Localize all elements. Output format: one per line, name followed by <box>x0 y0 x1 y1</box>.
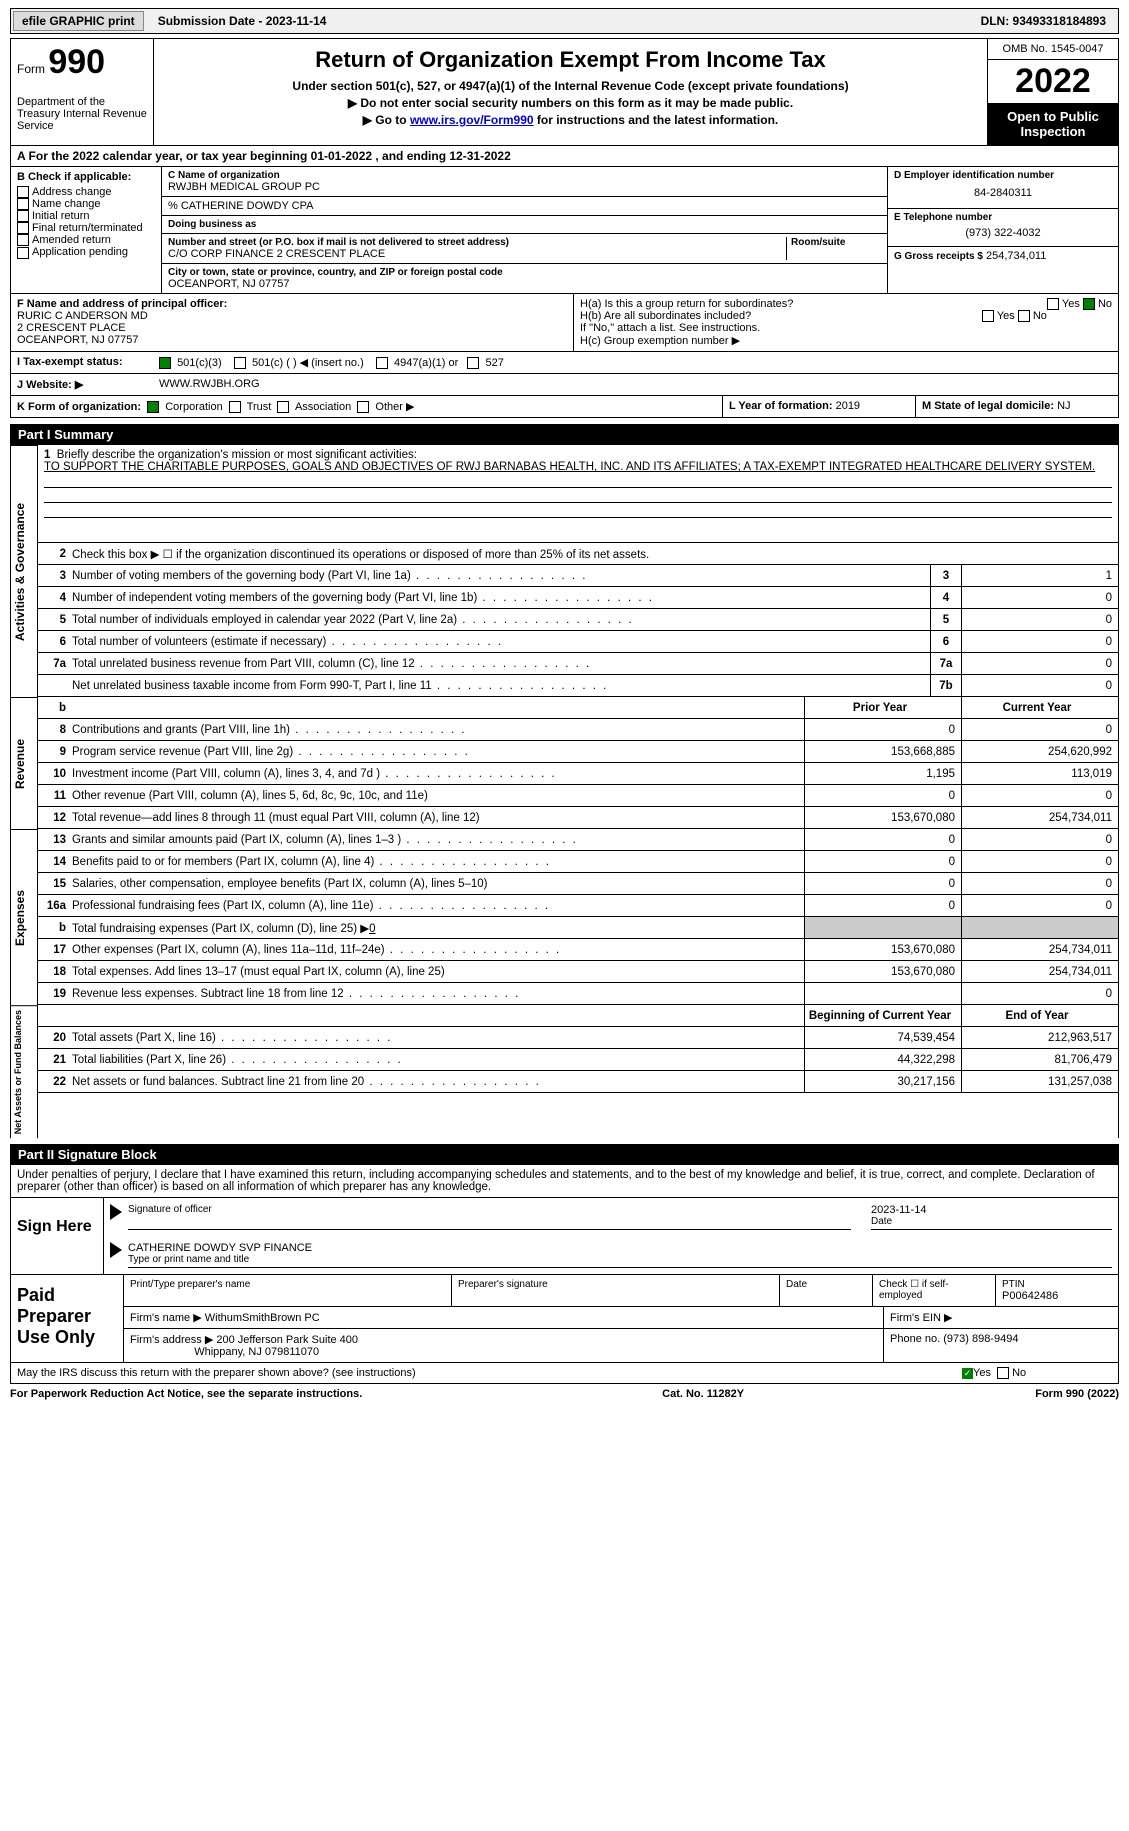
org-name: RWJBH MEDICAL GROUP PC <box>168 181 881 193</box>
signer-name: CATHERINE DOWDY SVP FINANCE <box>128 1242 312 1254</box>
firm-phone: (973) 898-9494 <box>943 1333 1018 1345</box>
state-domicile: NJ <box>1057 400 1070 412</box>
street-address: C/O CORP FINANCE 2 CRESCENT PLACE <box>168 248 786 260</box>
form-title: Return of Organization Exempt From Incom… <box>164 47 977 73</box>
val-7b: 0 <box>961 675 1118 696</box>
firm-addr: 200 Jefferson Park Suite 400 <box>216 1334 358 1346</box>
paid-preparer: Paid Preparer Use Only Print/Type prepar… <box>10 1275 1119 1363</box>
section-c: C Name of organization RWJBH MEDICAL GRO… <box>161 167 887 294</box>
val-3: 1 <box>961 565 1118 586</box>
officer-name: RURIC C ANDERSON MD <box>17 310 567 322</box>
phone: (973) 322-4032 <box>894 223 1112 243</box>
firm-name: WithumSmithBrown PC <box>205 1312 320 1324</box>
side-expenses: Expenses <box>10 829 38 1005</box>
section-j: J Website: ▶ WWW.RWJBH.ORG <box>10 374 1119 396</box>
efile-print-button[interactable]: efile GRAPHIC print <box>13 11 144 31</box>
part-1-header: Part I Summary <box>10 424 1119 445</box>
page-footer: For Paperwork Reduction Act Notice, see … <box>10 1384 1119 1404</box>
section-k-l-m: K Form of organization: Corporation Trus… <box>10 396 1119 418</box>
section-h: H(a) Is this a group return for subordin… <box>574 294 1118 351</box>
mission-text: TO SUPPORT THE CHARITABLE PURPOSES, GOAL… <box>44 461 1095 473</box>
arrow-icon <box>110 1242 122 1258</box>
calendar-year-row: A For the 2022 calendar year, or tax yea… <box>10 146 1119 167</box>
omb-number: OMB No. 1545-0047 <box>988 39 1118 60</box>
section-b: B Check if applicable: Address change Na… <box>11 167 161 294</box>
ein: 84-2840311 <box>894 181 1112 205</box>
discuss-row: May the IRS discuss this return with the… <box>10 1363 1119 1384</box>
city-state-zip: OCEANPORT, NJ 07757 <box>168 278 881 290</box>
irs-link[interactable]: www.irs.gov/Form990 <box>410 113 534 127</box>
arrow-icon <box>110 1204 122 1220</box>
ptin: P00642486 <box>1002 1290 1058 1302</box>
side-revenue: Revenue <box>10 697 38 829</box>
dept-label: Department of the Treasury Internal Reve… <box>17 96 147 132</box>
signature-declaration: Under penalties of perjury, I declare th… <box>10 1165 1119 1198</box>
side-netassets: Net Assets or Fund Balances <box>10 1005 38 1138</box>
gross-receipts: 254,734,011 <box>986 250 1046 262</box>
year-formation: 2019 <box>836 400 860 412</box>
tax-year: 2022 <box>988 60 1118 103</box>
website: WWW.RWJBH.ORG <box>153 374 1118 395</box>
form-number: 990 <box>48 43 105 81</box>
top-toolbar: efile GRAPHIC print Submission Date - 20… <box>10 8 1119 34</box>
subtitle-2: ▶ Do not enter social security numbers o… <box>164 96 977 110</box>
part-2-header: Part II Signature Block <box>10 1144 1119 1165</box>
side-activities: Activities & Governance <box>10 445 38 697</box>
val-4: 0 <box>961 587 1118 608</box>
subtitle-3: ▶ Go to www.irs.gov/Form990 for instruct… <box>164 113 977 127</box>
dln: DLN: 93493318184893 <box>969 12 1118 30</box>
subtitle-1: Under section 501(c), 527, or 4947(a)(1)… <box>164 79 977 93</box>
form-word: Form <box>17 62 45 76</box>
section-d-e-g: D Employer identification number 84-2840… <box>887 167 1118 294</box>
mission-block: 1 Briefly describe the organization's mi… <box>38 445 1118 543</box>
form-header: Form 990 Department of the Treasury Inte… <box>10 38 1119 146</box>
submission-date: Submission Date - 2023-11-14 <box>146 12 339 30</box>
care-of: % CATHERINE DOWDY CPA <box>168 200 881 212</box>
section-i: I Tax-exempt status: 501(c)(3) 501(c) ( … <box>10 352 1119 374</box>
val-6: 0 <box>961 631 1118 652</box>
sign-here: Sign Here Signature of officer 2023-11-1… <box>10 1198 1119 1275</box>
val-7a: 0 <box>961 653 1118 674</box>
section-f: F Name and address of principal officer:… <box>11 294 574 351</box>
open-inspection: Open to Public Inspection <box>988 103 1118 145</box>
val-5: 0 <box>961 609 1118 630</box>
